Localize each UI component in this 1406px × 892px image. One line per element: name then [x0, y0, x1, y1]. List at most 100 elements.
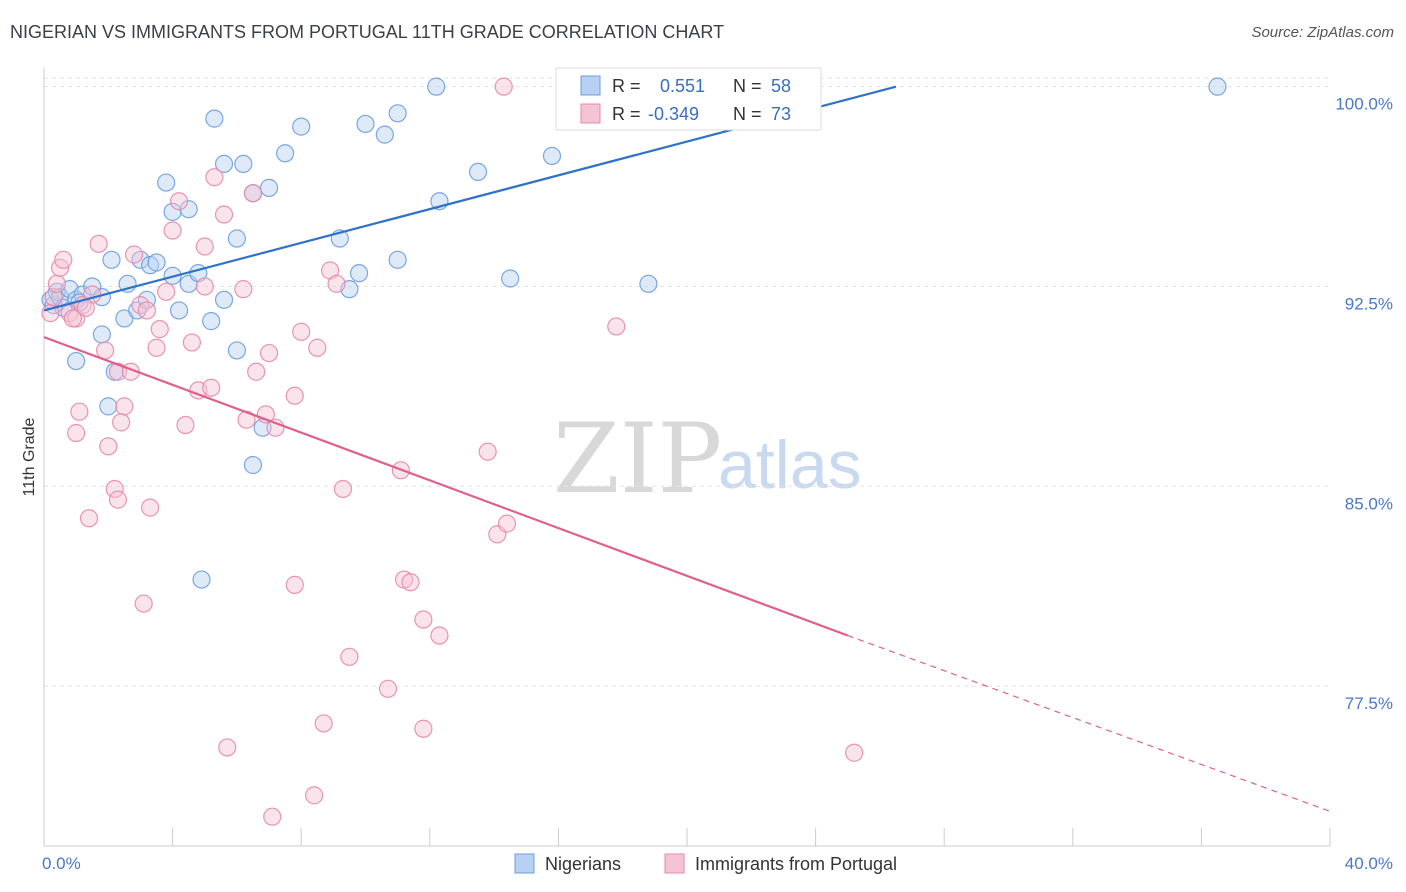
data-point [54, 250, 73, 269]
data-point [333, 479, 353, 499]
data-point [214, 154, 234, 174]
data-point [414, 719, 433, 738]
data-point [89, 234, 108, 253]
data-point [218, 738, 237, 757]
data-point [327, 274, 346, 293]
data-point [401, 573, 420, 592]
data-point [105, 479, 124, 499]
data-point [427, 77, 446, 96]
data-point [378, 679, 398, 698]
data-point [140, 498, 160, 517]
data-point [375, 125, 394, 144]
data-point [314, 714, 333, 733]
data-point [266, 418, 285, 437]
data-point [349, 264, 369, 283]
y-tick-label: 92.5% [1345, 294, 1393, 313]
data-point [115, 397, 134, 416]
y-tick-label: 100.0% [1335, 95, 1393, 114]
legend-n-label-portugal: N = [733, 104, 762, 124]
bottom-legend: Nigerians Immigrants from Portugal [514, 853, 897, 874]
data-point [108, 362, 128, 381]
data-point [243, 184, 263, 203]
data-point [95, 341, 115, 360]
data-point [497, 514, 517, 533]
bottom-legend-label-portugal: Immigrants from Portugal [695, 854, 897, 874]
legend-n-value-nigerians: 58 [771, 76, 791, 96]
y-tick-label: 85.0% [1345, 494, 1393, 513]
x-ticks [43, 828, 1331, 846]
data-point [234, 280, 253, 299]
y-axis-label: 11th Grade [21, 417, 38, 496]
data-point [67, 351, 86, 371]
data-point [414, 610, 433, 629]
data-point [639, 274, 658, 293]
legend-r-value-portugal: -0.349 [648, 104, 699, 124]
legend-r-label-nigerians: R = [612, 76, 641, 96]
data-point [356, 114, 375, 134]
data-point [150, 320, 169, 339]
data-point [501, 269, 520, 288]
trend-line [43, 336, 849, 637]
watermark-zip: ZIP [553, 403, 722, 515]
data-point [388, 104, 407, 123]
data-point [340, 647, 359, 666]
data-point [468, 162, 488, 182]
data-point [63, 309, 83, 328]
data-point [134, 594, 153, 613]
data-point [70, 402, 89, 421]
data-point [259, 343, 279, 363]
data-point [304, 786, 324, 805]
data-point [308, 338, 327, 357]
data-point [137, 301, 156, 320]
data-point [47, 274, 66, 293]
data-point [108, 490, 128, 509]
data-point [99, 437, 118, 456]
x-tick-label-max: 40.0% [1345, 854, 1393, 873]
data-point [124, 245, 144, 264]
data-point [112, 413, 131, 432]
data-point [292, 117, 311, 136]
legend-n-label-nigerians: N = [733, 76, 762, 96]
data-point [157, 173, 176, 192]
legend-r-label-portugal: R = [612, 104, 641, 124]
data-point [192, 570, 211, 589]
data-point [195, 277, 214, 296]
data-point [214, 290, 234, 309]
bottom-legend-swatch-nigerians [514, 853, 535, 874]
legend-n-value-portugal: 73 [771, 104, 791, 124]
data-point [147, 338, 166, 357]
data-point [176, 415, 195, 435]
legend-r-value-nigerians: 0.551 [660, 76, 705, 96]
series-portugal [41, 77, 864, 826]
data-point [845, 743, 864, 762]
data-point [259, 178, 279, 197]
data-point [285, 575, 304, 594]
watermark: ZIP atlas [553, 403, 862, 515]
data-point [79, 509, 99, 528]
data-point [102, 250, 121, 269]
data-point [243, 455, 263, 475]
data-point [99, 397, 118, 416]
data-point [478, 442, 497, 461]
data-point [202, 378, 221, 397]
chart-title: NIGERIAN VS IMMIGRANTS FROM PORTUGAL 11T… [10, 22, 725, 42]
chart-source: Source: ZipAtlas.com [1251, 24, 1394, 41]
data-point [388, 250, 407, 269]
x-tick-label-min: 0.0% [42, 854, 81, 873]
data-point [67, 423, 86, 443]
legend-swatch-nigerians [580, 75, 601, 96]
data-point [182, 333, 201, 352]
data-point [234, 154, 253, 174]
data-point [430, 626, 449, 645]
data-point [115, 309, 134, 328]
data-point [44, 288, 63, 307]
data-point [607, 317, 626, 336]
data-point [494, 77, 513, 96]
data-point [227, 229, 246, 248]
bottom-legend-label-nigerians: Nigerians [545, 854, 621, 874]
data-point [205, 109, 224, 128]
data-point [169, 301, 189, 320]
data-point [214, 205, 234, 224]
data-point [542, 146, 562, 166]
